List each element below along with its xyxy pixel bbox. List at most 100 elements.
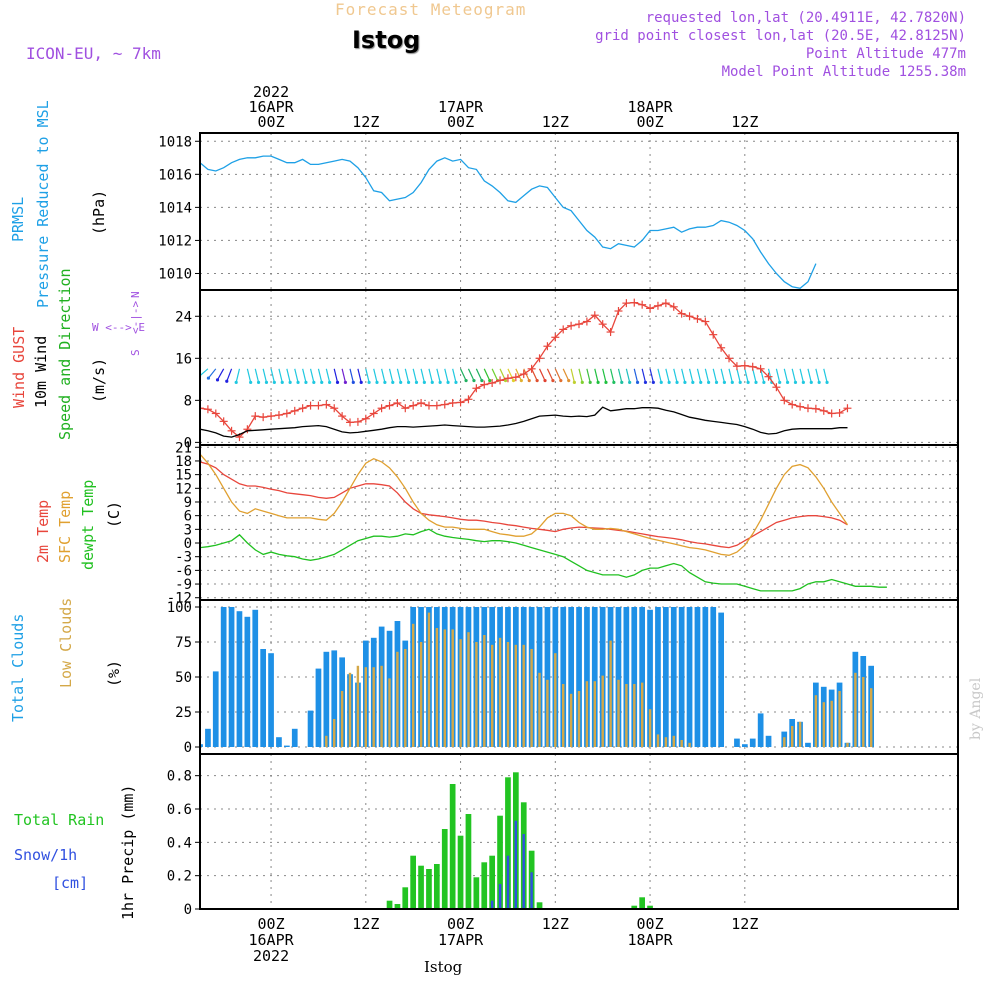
wind-direction-head <box>249 380 253 384</box>
wind-direction-head <box>351 380 355 384</box>
gust-marker <box>259 413 268 422</box>
bottom-time-label: 12Z <box>352 915 379 933</box>
bar-total-clouds <box>757 713 764 747</box>
bar-snow-1h <box>514 820 517 909</box>
bar-total-clouds <box>244 616 251 747</box>
bar-low-clouds <box>340 691 344 747</box>
wind-direction-vector <box>381 368 386 383</box>
gust-marker <box>353 417 362 426</box>
wind-direction-head <box>635 380 640 384</box>
gust-marker <box>551 333 560 342</box>
gust-marker <box>346 418 355 427</box>
wind-direction-vector <box>412 368 418 383</box>
bar-total-clouds <box>623 607 630 747</box>
wind-direction-vector <box>294 368 299 383</box>
wind-direction-vector <box>673 368 678 383</box>
bottom-time-label: 00Z <box>637 915 664 933</box>
bar-total-clouds <box>702 607 709 747</box>
y-axis-label: Total Clouds <box>9 614 27 722</box>
compass-south: S <box>129 349 142 356</box>
bar-low-clouds <box>641 682 644 747</box>
gust-marker <box>290 406 299 415</box>
model-point-altitude: Model Point Altitude 1255.38m <box>721 64 966 80</box>
bar-total-rain <box>426 869 432 909</box>
wind-direction-vector <box>681 368 686 383</box>
wind-direction-head <box>754 380 758 384</box>
gust-marker <box>606 328 615 337</box>
wind-direction-vector <box>712 368 718 383</box>
y-axis-label: dewpt Temp <box>79 480 97 570</box>
bar-low-clouds <box>546 679 549 747</box>
gust-marker <box>756 364 765 373</box>
bar-low-clouds <box>830 700 833 747</box>
wind-direction-head <box>785 380 790 384</box>
compass-ns-arrow: <-|-> <box>129 301 142 334</box>
wind-direction-vector <box>531 368 538 381</box>
top-time-label: 2022 <box>253 83 289 101</box>
wind-direction-vector <box>657 368 662 383</box>
y-tick-label: 1014 <box>158 200 192 216</box>
wind-direction-head <box>225 379 229 383</box>
bar-low-clouds <box>664 737 668 747</box>
bar-total-clouds <box>591 607 598 747</box>
panel-wind: 0 8 16 24 <box>175 289 959 451</box>
wind-direction-head <box>738 380 742 384</box>
wind-direction-vector <box>562 368 570 381</box>
y-tick-label: 0 <box>184 536 192 552</box>
y-tick-label: -12 <box>167 591 192 607</box>
gust-marker <box>788 400 797 409</box>
station-title: Istog <box>352 26 421 54</box>
gust-marker <box>803 404 812 413</box>
bar-total-clouds <box>670 607 677 747</box>
y-axis-unit: 1hr Precip (mm) <box>119 785 137 920</box>
wind-direction-vector <box>325 368 331 383</box>
wind-direction-vector <box>388 368 394 383</box>
wind-direction-vector <box>515 368 522 381</box>
gust-marker <box>772 383 781 392</box>
y-axis-label: 2m Temp <box>34 500 52 563</box>
bar-total-clouds <box>568 607 574 747</box>
plot-clouds <box>200 607 874 747</box>
wind-direction-head <box>809 380 813 384</box>
wind-direction-vector <box>452 368 457 383</box>
plot-pressure <box>200 155 817 289</box>
bottom-time-label: 17APR <box>438 931 484 949</box>
bar-total-clouds <box>236 611 243 747</box>
gust-marker <box>496 376 505 385</box>
wind-direction-head <box>280 380 284 384</box>
y-axis-unit: (hPa) <box>90 190 108 235</box>
bar-low-clouds <box>625 684 628 747</box>
bar-low-clouds <box>348 672 352 747</box>
wind-direction-head <box>612 380 616 384</box>
wind-direction-head <box>567 379 571 383</box>
wind-direction-vector <box>554 368 562 381</box>
bar-low-clouds <box>364 667 367 747</box>
plot-precip <box>200 772 958 909</box>
wind-direction-vector <box>278 368 283 383</box>
gust-marker <box>677 309 686 318</box>
bar-low-clouds <box>404 649 407 747</box>
wind-direction-vector <box>610 368 615 383</box>
legend-snow-unit: [cm] <box>52 874 88 892</box>
bar-total-clouds <box>639 607 645 747</box>
wind-direction-head <box>667 380 671 384</box>
bar-total-clouds <box>212 671 219 747</box>
wind-direction-vector <box>216 368 225 381</box>
bar-low-clouds <box>380 665 383 747</box>
bar-low-clouds <box>475 642 478 747</box>
wind-direction-vector <box>467 368 475 381</box>
y-tick-label: 1018 <box>158 134 192 150</box>
wind-direction-vector <box>309 368 315 383</box>
y-tick-label: 0.4 <box>167 835 192 851</box>
wind-direction-vector <box>791 368 797 383</box>
gust-marker <box>472 384 481 393</box>
bar-total-rain <box>536 902 543 909</box>
wind-direction-vector <box>270 368 275 383</box>
y-tick-label: 75 <box>175 635 192 651</box>
bar-low-clouds <box>483 635 486 747</box>
top-time-label: 00Z <box>258 113 285 131</box>
footer-station: Istog <box>424 958 463 976</box>
bar-low-clouds <box>467 632 470 747</box>
top-title: Forecast Meteogram <box>335 0 527 19</box>
y-tick-label: -6 <box>175 563 192 579</box>
